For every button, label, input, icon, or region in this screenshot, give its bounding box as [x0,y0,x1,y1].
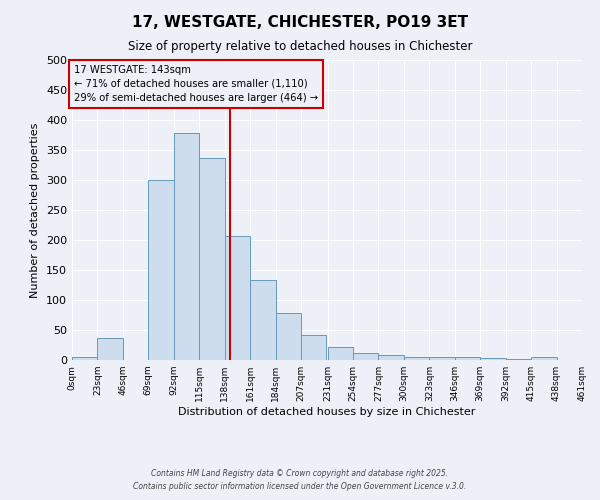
Bar [353,353,379,360]
Bar [328,347,353,360]
Bar [455,357,480,360]
Bar [72,357,97,360]
Bar [199,158,224,360]
Bar [404,357,430,360]
Bar [430,357,455,360]
Bar [148,180,174,360]
Text: 17, WESTGATE, CHICHESTER, PO19 3ET: 17, WESTGATE, CHICHESTER, PO19 3ET [132,15,468,30]
Bar [97,338,123,360]
Bar [480,358,506,360]
Bar [275,313,301,360]
Bar [250,280,275,360]
Bar [224,236,250,360]
Bar [531,357,557,360]
Bar [379,354,404,360]
Y-axis label: Number of detached properties: Number of detached properties [31,122,40,298]
Bar [301,336,326,360]
Text: Contains HM Land Registry data © Crown copyright and database right 2025.
Contai: Contains HM Land Registry data © Crown c… [133,470,467,491]
X-axis label: Distribution of detached houses by size in Chichester: Distribution of detached houses by size … [178,407,476,417]
Text: Size of property relative to detached houses in Chichester: Size of property relative to detached ho… [128,40,472,53]
Text: 17 WESTGATE: 143sqm
← 71% of detached houses are smaller (1,110)
29% of semi-det: 17 WESTGATE: 143sqm ← 71% of detached ho… [74,65,319,103]
Bar [174,133,199,360]
